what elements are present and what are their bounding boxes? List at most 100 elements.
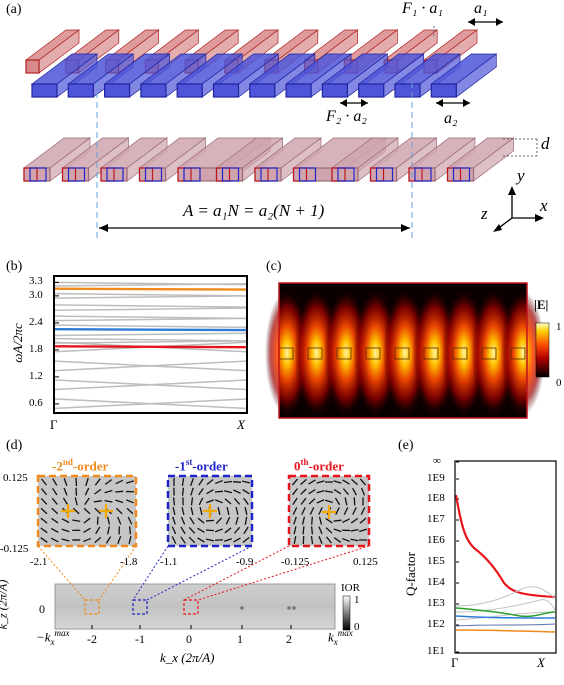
polarization-arrow bbox=[333, 537, 342, 543]
polarization-arrow bbox=[333, 528, 342, 533]
polarization-arrow bbox=[300, 488, 307, 495]
polarization-arrow bbox=[293, 535, 297, 545]
label-a2: a₂ bbox=[444, 110, 458, 127]
polarization-arrow bbox=[40, 507, 48, 515]
polarization-arrow bbox=[197, 527, 205, 533]
q-ytick-label: 1E5 bbox=[427, 555, 445, 567]
polarization-arrow bbox=[107, 526, 110, 535]
band-ytick-label: 3.0 bbox=[29, 288, 43, 301]
blue-bar bbox=[212, 53, 280, 98]
q-plot-frame bbox=[454, 460, 557, 654]
band-xtick-X: X bbox=[237, 417, 245, 432]
polarization-arrow bbox=[40, 517, 48, 524]
polarization-arrow bbox=[318, 516, 323, 525]
connector bbox=[132, 545, 169, 601]
polarization-arrow bbox=[205, 538, 215, 542]
polarization-arrow bbox=[126, 507, 134, 515]
connector bbox=[197, 545, 370, 601]
polarization-arrow bbox=[63, 487, 68, 496]
polarization-arrow bbox=[40, 488, 48, 496]
polarization-arrow bbox=[309, 507, 315, 515]
field-colorbar-max: 1 bbox=[556, 321, 562, 333]
inset-xright: -0.9 bbox=[236, 556, 254, 568]
polarization-arrow bbox=[352, 507, 357, 515]
grating-cell bbox=[510, 347, 526, 360]
polarization-arrow bbox=[342, 518, 350, 524]
grating-cell bbox=[394, 347, 410, 360]
polarization-arrow bbox=[292, 497, 298, 506]
field-colorbar-min: 0 bbox=[556, 377, 562, 389]
inset-xright: -1.8 bbox=[120, 556, 138, 568]
polarization-arrow bbox=[181, 506, 185, 516]
polarization-arrow bbox=[180, 526, 186, 535]
band-gray bbox=[54, 324, 247, 329]
inset-ybottom: -0.125 bbox=[0, 543, 29, 555]
polarization-arrow bbox=[318, 536, 323, 544]
polarization-arrow bbox=[242, 537, 250, 543]
ior-colorbar-max: 1 bbox=[354, 594, 360, 606]
kx-min-sub: x bbox=[50, 636, 55, 647]
band-ytick-label: 2.4 bbox=[29, 315, 43, 328]
polarization-arrow bbox=[359, 478, 367, 486]
polarization-arrow bbox=[318, 526, 323, 535]
blue-bar bbox=[176, 53, 244, 98]
polarization-arrow bbox=[358, 528, 368, 533]
ior-colorbar-title: IOR bbox=[341, 582, 360, 594]
polarization-arrow bbox=[360, 507, 366, 515]
inset-title-sup: st bbox=[185, 457, 193, 467]
q-curve-gray bbox=[455, 586, 556, 607]
polarization-arrow bbox=[198, 497, 204, 506]
polarization-arrow bbox=[318, 507, 323, 515]
polarization-arrow bbox=[50, 537, 59, 543]
polarization-arrow bbox=[61, 518, 70, 524]
band-gray bbox=[54, 337, 247, 342]
q-ytick-label: 1E1 bbox=[427, 645, 445, 657]
band-gray bbox=[54, 379, 247, 391]
q-curve-green bbox=[455, 607, 556, 618]
grating-cell bbox=[423, 347, 439, 360]
polarization-arrow bbox=[83, 507, 91, 515]
polarization-arrow bbox=[105, 536, 112, 544]
field-map-frame bbox=[278, 282, 528, 419]
polarization-arrow bbox=[104, 479, 113, 485]
polarization-arrow bbox=[74, 497, 78, 506]
polarization-arrow bbox=[104, 499, 113, 503]
label-F2a2: F₂ · a₂ bbox=[326, 108, 367, 125]
q-ytick-label: 1E8 bbox=[427, 492, 445, 504]
polarization-arrow bbox=[342, 537, 350, 543]
inset-xleft: -1.1 bbox=[160, 556, 178, 568]
polarization-arrow bbox=[217, 506, 221, 516]
polarization-arrow bbox=[72, 507, 80, 515]
blue-bar bbox=[67, 53, 135, 98]
polarization-arrow bbox=[316, 499, 325, 504]
polarization-arrow bbox=[181, 477, 185, 487]
polarization-arrow bbox=[94, 478, 101, 486]
polarization-arrow bbox=[50, 527, 59, 533]
polarization-arrow bbox=[359, 517, 367, 524]
q-ytick-label: 1E7 bbox=[427, 513, 445, 525]
polarization-arrow bbox=[233, 526, 241, 534]
polarization-arrow bbox=[93, 500, 102, 503]
polarization-arrow bbox=[106, 516, 111, 525]
polarization-arrow bbox=[83, 527, 91, 533]
polarization-arrow bbox=[350, 517, 359, 524]
kx-max-sub: x bbox=[333, 636, 338, 647]
polarization-arrow bbox=[353, 497, 356, 506]
ior-colorbar bbox=[342, 595, 351, 631]
polarization-arrow bbox=[115, 499, 124, 504]
blue-bar bbox=[139, 53, 207, 98]
polarization-arrow bbox=[226, 506, 230, 516]
combined-blue-outline bbox=[260, 167, 278, 182]
polarization-arrow bbox=[223, 480, 233, 484]
polarization-arrow bbox=[199, 506, 203, 516]
polarization-arrow bbox=[310, 526, 314, 535]
band-ytick-label: 0.6 bbox=[29, 396, 43, 409]
polarization-arrow bbox=[215, 499, 223, 504]
polarization-arrow bbox=[206, 479, 214, 485]
q-ytick-label: 1E3 bbox=[427, 597, 445, 609]
strip-xtick-label: -2 bbox=[87, 632, 97, 646]
strip-xtick-label: 0 bbox=[186, 632, 192, 646]
polarization-arrow bbox=[292, 488, 298, 496]
band-ytick-label: 3.3 bbox=[29, 275, 43, 288]
